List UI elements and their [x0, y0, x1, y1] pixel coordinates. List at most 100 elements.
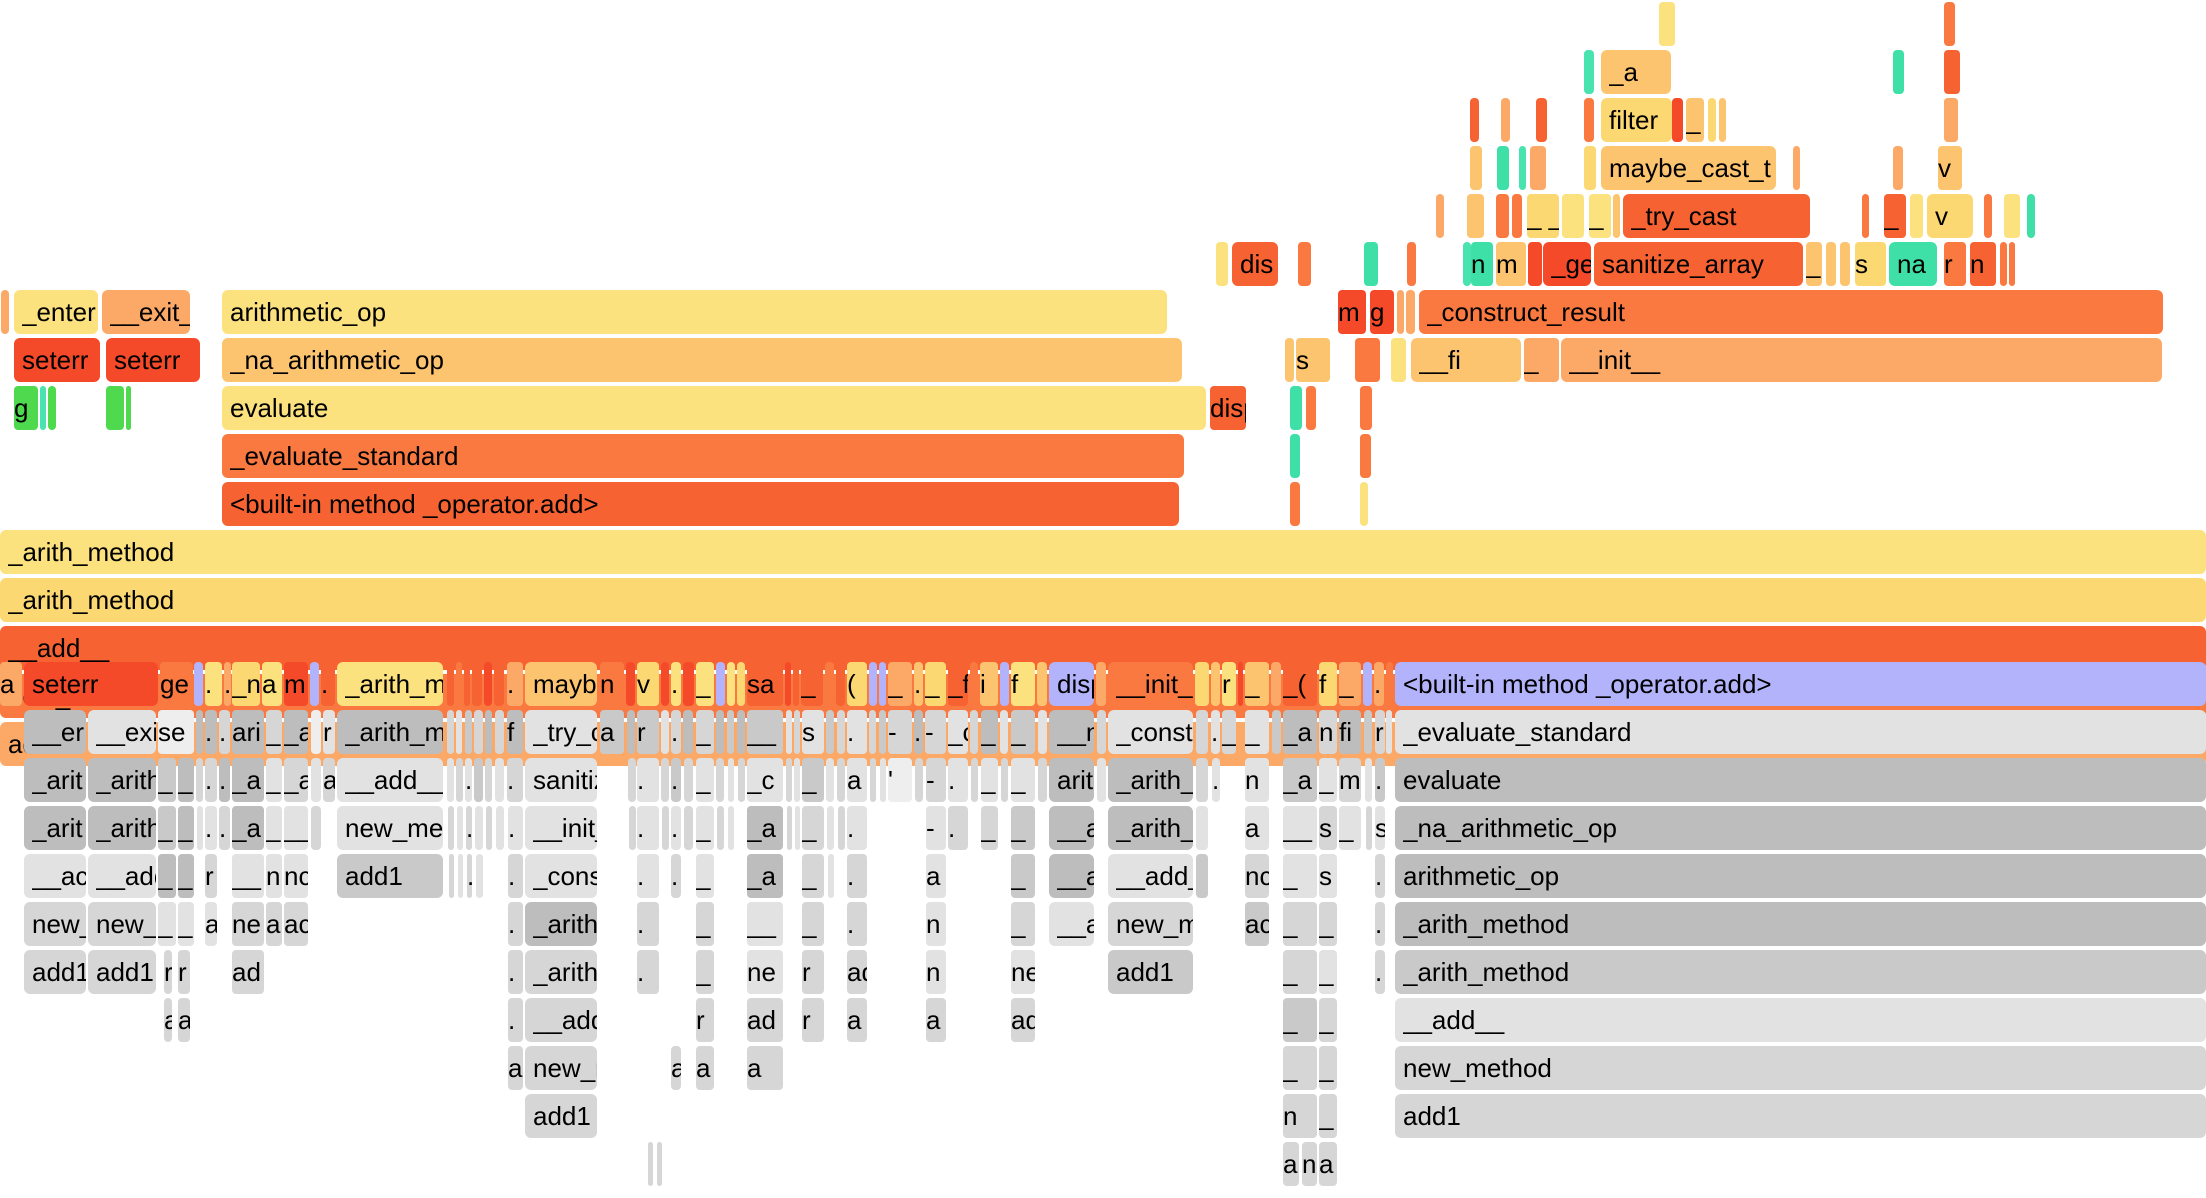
flame-frame[interactable]: ad [232, 950, 264, 994]
flame-frame[interactable]: s [802, 710, 824, 754]
flame-frame[interactable] [472, 662, 482, 706]
flame-frame[interactable] [661, 710, 669, 754]
flame-frame[interactable] [738, 758, 745, 802]
flame-frame[interactable]: add1 [88, 950, 156, 994]
flame-frame[interactable] [825, 662, 834, 706]
flame-frame[interactable]: add1 [1108, 950, 1193, 994]
flame-frame[interactable] [1298, 242, 1311, 286]
flame-frame[interactable]: dis [1232, 242, 1278, 286]
flame-frame[interactable] [1360, 386, 1372, 430]
flame-frame[interactable] [496, 806, 504, 850]
flame-frame[interactable]: a [847, 758, 867, 802]
flame-frame[interactable]: __add [525, 998, 597, 1042]
flame-frame[interactable]: _n [232, 662, 260, 706]
flame-frame[interactable]: _a [284, 710, 308, 754]
flame-frame[interactable]: evaluate [1395, 758, 2206, 802]
flame-frame[interactable]: _ [696, 710, 714, 754]
flame-frame[interactable]: ' [888, 758, 912, 802]
flame-frame[interactable] [1406, 290, 1415, 334]
flame-frame[interactable]: . [1374, 662, 1384, 706]
flame-frame[interactable] [1528, 242, 1542, 286]
flame-frame[interactable]: _ [696, 854, 714, 898]
flame-frame[interactable]: new_method [1395, 1046, 2206, 1090]
flame-frame[interactable] [1364, 242, 1378, 286]
flame-frame[interactable]: _ [1884, 194, 1906, 238]
flame-frame[interactable]: add1 [24, 950, 86, 994]
flame-frame[interactable] [197, 806, 203, 850]
flame-frame[interactable]: _ [178, 806, 194, 850]
flame-frame[interactable]: __ [232, 854, 264, 898]
flame-frame[interactable]: _a [747, 854, 783, 898]
flame-frame[interactable]: __exit__ [102, 290, 190, 334]
flame-frame[interactable]: m [284, 662, 308, 706]
flame-frame[interactable]: _evaluate_standard [222, 434, 1184, 478]
flame-frame[interactable]: . [1375, 854, 1385, 898]
flame-frame[interactable]: . [637, 806, 659, 850]
flame-frame[interactable]: . [508, 854, 523, 898]
flame-frame[interactable]: n [1970, 242, 1996, 286]
flame-frame[interactable]: _ [1245, 710, 1269, 754]
flame-frame[interactable] [1719, 98, 1726, 142]
flame-frame[interactable] [785, 662, 791, 706]
flame-frame[interactable] [196, 758, 203, 802]
flame-frame[interactable]: _ [266, 806, 282, 850]
flame-frame[interactable]: r [802, 998, 824, 1042]
flame-frame[interactable] [1196, 854, 1208, 898]
flame-frame[interactable]: s [1855, 242, 1886, 286]
flame-frame[interactable] [457, 806, 463, 850]
flame-frame[interactable]: a [671, 1046, 681, 1090]
flame-frame[interactable] [1364, 710, 1372, 754]
flame-frame[interactable]: a [205, 902, 217, 946]
flame-frame[interactable] [1290, 386, 1302, 430]
flame-frame[interactable]: _a [1283, 758, 1317, 802]
flame-frame[interactable] [787, 806, 792, 850]
flame-frame[interactable] [1944, 98, 1958, 142]
flame-frame[interactable] [838, 806, 845, 850]
flame-frame[interactable]: _enter [14, 290, 98, 334]
flame-frame[interactable] [869, 710, 876, 754]
flame-frame[interactable]: _ge [1543, 242, 1591, 286]
flame-frame[interactable]: _cons [525, 854, 597, 898]
flame-frame[interactable]: _ [1319, 758, 1337, 802]
flame-frame[interactable]: _arith_method [0, 530, 2206, 574]
flame-frame[interactable] [1562, 194, 1584, 238]
flame-frame[interactable]: _const [1108, 710, 1193, 754]
flame-frame[interactable] [870, 758, 876, 802]
flame-frame[interactable]: . [508, 998, 523, 1042]
flame-frame[interactable]: r [164, 950, 172, 994]
flame-frame[interactable] [474, 710, 483, 754]
flame-frame[interactable]: __add__ [337, 758, 443, 802]
flame-frame[interactable]: _arith_met [337, 710, 443, 754]
flame-frame[interactable] [126, 386, 131, 430]
flame-frame[interactable]: sanitiz [525, 758, 597, 802]
flame-frame[interactable]: __add__ [1395, 998, 2206, 1042]
flame-frame[interactable]: n [600, 662, 624, 706]
flame-frame[interactable] [970, 710, 978, 754]
flame-frame[interactable] [1097, 758, 1106, 802]
flame-frame[interactable]: _arit [24, 806, 86, 850]
flame-frame[interactable]: v [637, 662, 659, 706]
flame-frame[interactable] [485, 758, 492, 802]
flame-frame[interactable]: __a [1049, 902, 1094, 946]
flame-frame[interactable]: __add [88, 854, 156, 898]
flame-frame[interactable]: v [1927, 194, 1973, 238]
flame-frame[interactable] [1355, 338, 1380, 382]
flame-frame[interactable] [1530, 146, 1546, 190]
flame-frame[interactable]: v [1938, 146, 1962, 190]
flame-frame[interactable]: ac [284, 902, 308, 946]
flame-frame[interactable]: __na [1049, 710, 1094, 754]
flame-frame[interactable]: _try_cast [1623, 194, 1810, 238]
flame-frame[interactable] [786, 710, 792, 754]
flame-frame[interactable] [1893, 50, 1904, 94]
flame-frame[interactable]: _arith_ [88, 758, 156, 802]
flame-frame[interactable] [661, 758, 669, 802]
flame-frame[interactable]: <built-in method _operator.add> [222, 482, 1179, 526]
flame-frame[interactable] [879, 662, 886, 706]
flame-frame[interactable]: _ [1011, 902, 1035, 946]
flame-frame[interactable]: . [508, 806, 523, 850]
flame-frame[interactable] [449, 854, 454, 898]
flame-frame[interactable]: _ [1524, 338, 1559, 382]
flame-frame[interactable] [40, 386, 46, 430]
flame-frame[interactable]: . [508, 950, 523, 994]
flame-frame[interactable]: _na_arithmetic_op [1395, 806, 2206, 850]
